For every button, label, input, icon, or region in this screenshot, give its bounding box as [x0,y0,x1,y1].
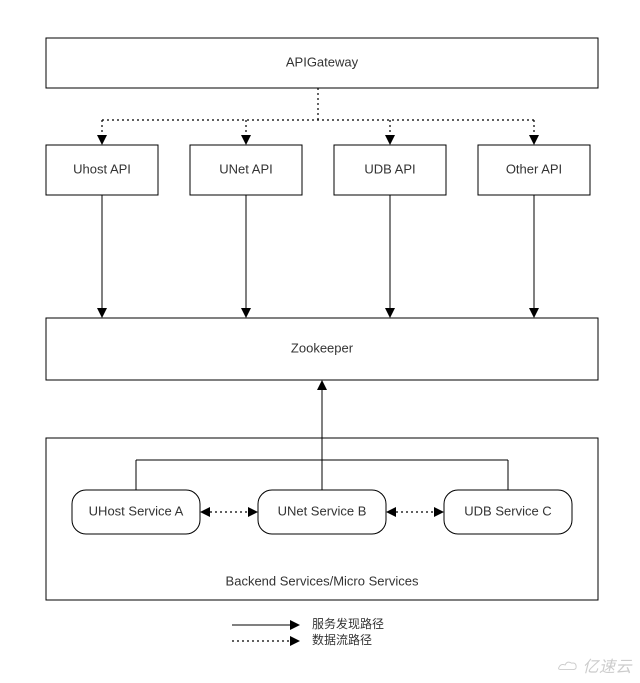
legend-label: 数据流路径 [312,632,372,647]
node-unet_api-label: UNet API [219,161,272,176]
node-udb_api-label: UDB API [364,161,415,176]
node-unet_svc-label: UNet Service B [278,503,367,518]
node-udb_svc-label: UDB Service C [464,503,551,518]
watermark: 亿速云 [556,653,632,677]
watermark-text: 亿速云 [582,653,632,677]
node-zookeeper-label: Zookeeper [291,340,354,355]
node-uhost_svc-label: UHost Service A [89,503,184,518]
node-other_api-label: Other API [506,161,562,176]
node-uhost_api-label: Uhost API [73,161,131,176]
legend-label: 服务发现路径 [312,616,384,631]
node-backend_container-label: Backend Services/Micro Services [226,573,419,588]
node-gateway-label: APIGateway [286,54,359,69]
architecture-diagram: APIGateway Uhost API UNet API UDB API Other … [0,0,640,683]
